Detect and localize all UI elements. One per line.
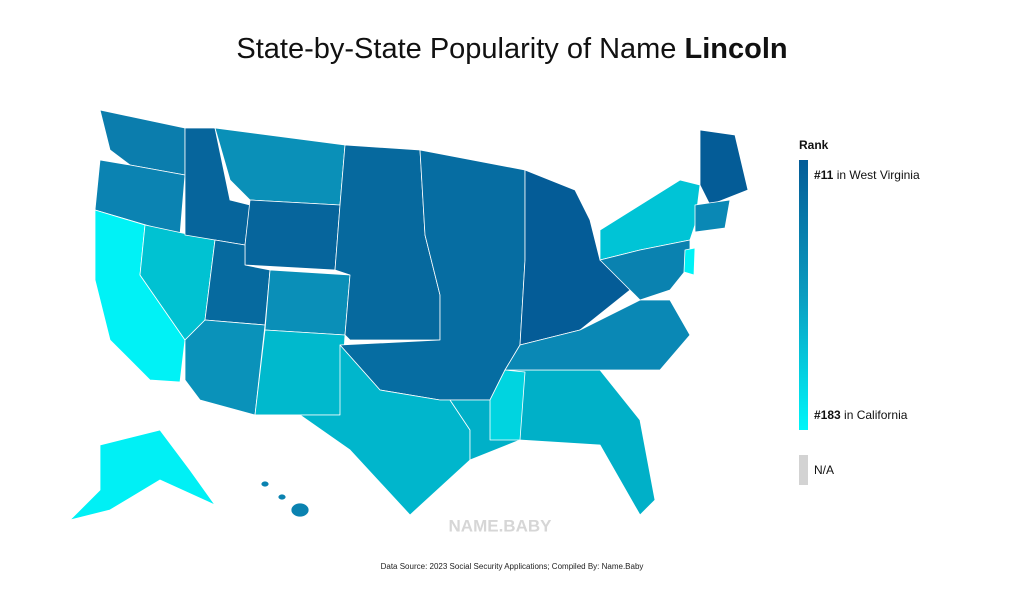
legend-gradient [799,160,808,430]
state [254,329,346,416]
state [184,319,266,416]
legend-top: #11 in West Virginia [814,168,920,182]
title-name: Lincoln [685,33,788,65]
state [504,299,691,371]
state [489,369,526,441]
state [683,247,696,276]
legend-top-rank: #11 [814,168,834,182]
legend-bottom: #183 in California [814,408,908,422]
state [599,239,691,301]
legend-top-label: in West Virginia [837,168,920,182]
state [244,199,341,271]
state [254,344,471,516]
state [260,480,270,488]
legend-bottom-label: in California [844,408,908,422]
state [69,429,216,521]
state [94,159,186,236]
title-prefix: State-by-State Popularity of Name [236,33,676,65]
state [277,493,287,501]
watermark: NAME.BABY [449,516,553,535]
state [214,127,346,206]
state [694,199,731,233]
state [290,502,310,518]
legend: Rank #11 in West Virginia #183 in Califo… [799,138,920,485]
legend-title: Rank [799,138,829,152]
legend-na-swatch [799,455,808,485]
state [264,269,351,336]
source: Data Source: 2023 Social Security Applic… [381,562,644,571]
state [699,129,749,206]
us-map [69,109,749,521]
legend-bottom-rank: #183 [814,408,841,422]
legend-na: N/A [814,463,834,477]
title: State-by-State Popularity of Name Lincol… [236,33,787,65]
